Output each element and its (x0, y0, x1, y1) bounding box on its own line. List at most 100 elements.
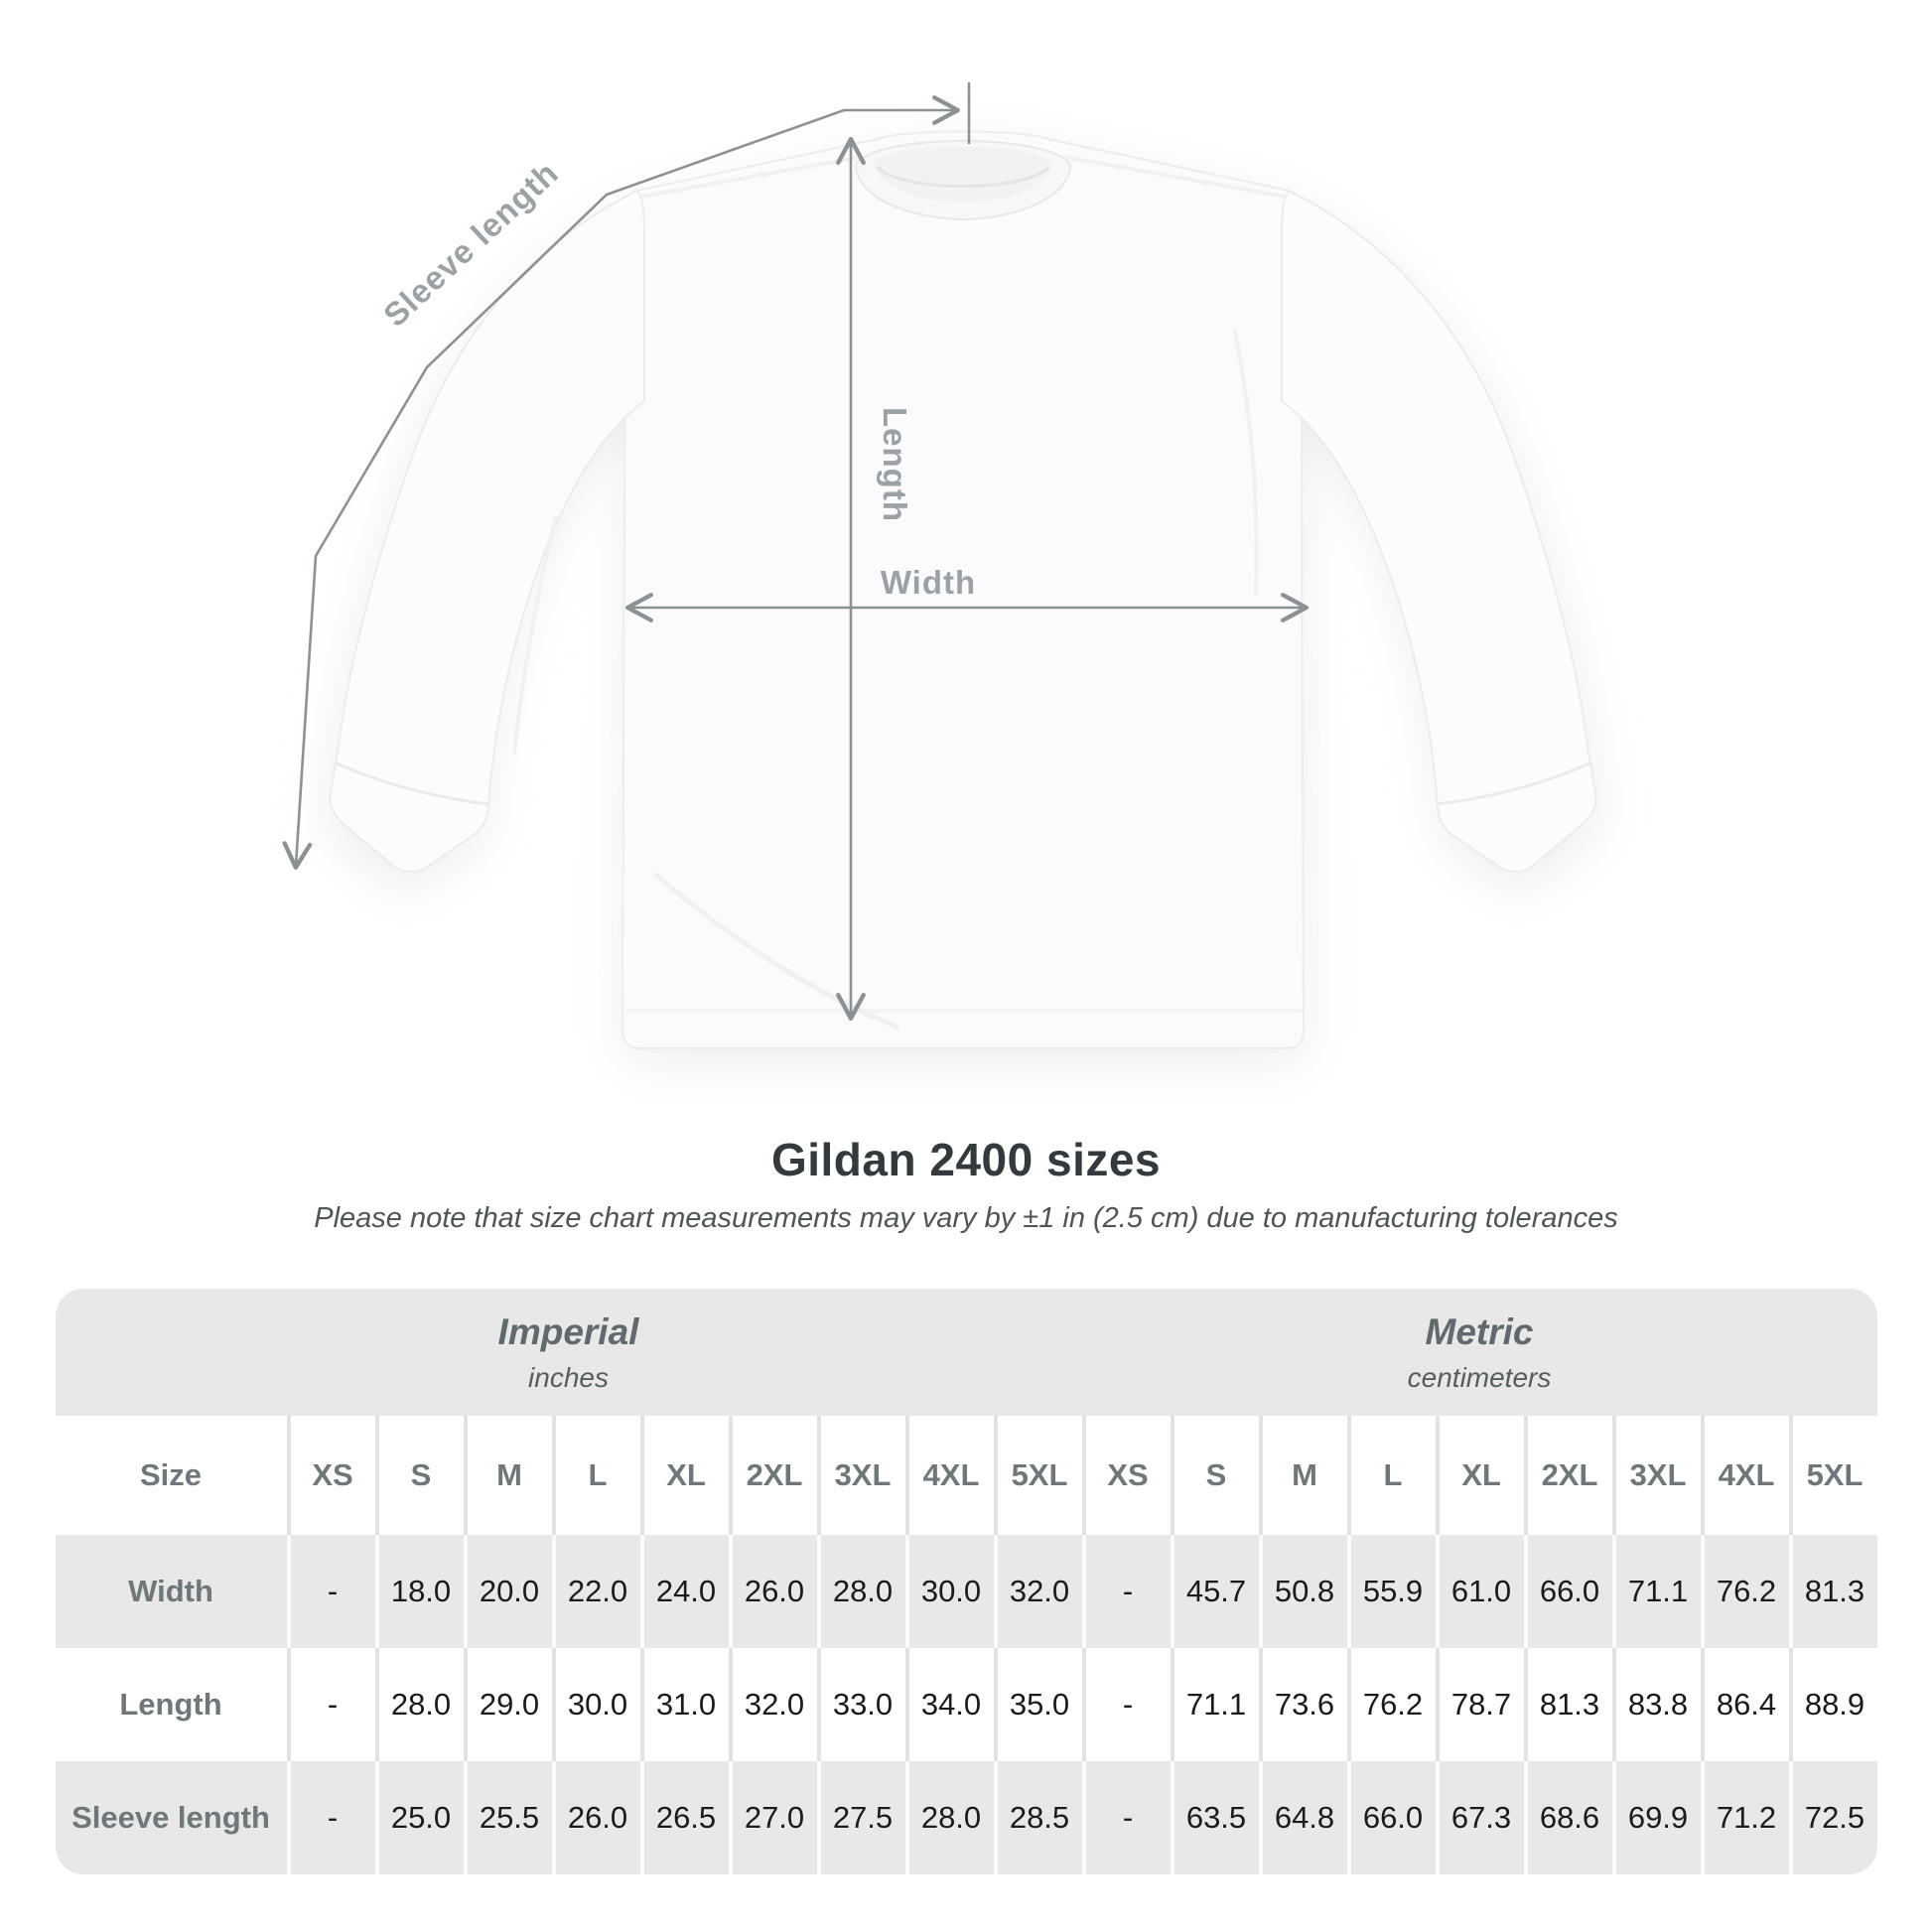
measure-row-width: Width -18.0 20.0 22.0 24.0 26.0 28.0 30.0 32.0-4… (55, 1535, 1877, 1648)
size-col-metric-3xl: 3XL (1611, 1416, 1701, 1535)
size-col-metric-2xl: 2XL (1523, 1416, 1612, 1535)
unit-band-row: Imperial inches Metric centimeters (55, 1289, 1877, 1416)
size-col-imperial-s: S (374, 1416, 464, 1535)
size-col-imperial-xl: XL (639, 1416, 729, 1535)
width-label: Width (881, 564, 976, 601)
value-cell: - (1081, 1648, 1171, 1761)
value-cell: 83.8 (1611, 1648, 1701, 1761)
size-col-metric-m: M (1258, 1416, 1347, 1535)
size-col-imperial-3xl: 3XL (816, 1416, 905, 1535)
value-cell: 24.0 (639, 1535, 729, 1648)
value-cell: 73.6 (1258, 1648, 1347, 1761)
imperial-band: Imperial inches (55, 1289, 1082, 1416)
metric-unit-label: centimeters (1407, 1361, 1552, 1393)
value-cell: 71.1 (1611, 1535, 1701, 1648)
value-cell: 33.0 (816, 1648, 905, 1761)
value-cell: 27.5 (816, 1761, 905, 1874)
heading-block: Gildan 2400 sizes Please note that size … (0, 1133, 1932, 1235)
row-label-sleeve-length: Sleeve length (55, 1761, 287, 1874)
size-col-metric-4xl: 4XL (1700, 1416, 1789, 1535)
value-cell: 67.3 (1435, 1761, 1524, 1874)
value-cell: 32.0 (993, 1535, 1082, 1648)
value-cell: 76.2 (1346, 1648, 1436, 1761)
value-cell: 26.0 (551, 1761, 640, 1874)
sleeve-length-arrow (282, 95, 961, 871)
value-cell: 35.0 (993, 1648, 1082, 1761)
tolerance-note: Please note that size chart measurements… (314, 1202, 1618, 1234)
size-col-imperial-4xl: 4XL (904, 1416, 994, 1535)
value-cell: 55.9 (1346, 1535, 1436, 1648)
value-cell: 25.0 (374, 1761, 464, 1874)
length-label: Length (877, 407, 913, 522)
measure-row-sleeve-length: Sleeve length -25.0 25.5 26.0 26.5 27.0 27.5 28… (55, 1761, 1877, 1874)
size-col-imperial-m: M (463, 1416, 552, 1535)
size-header-row: Size XS S M L XL 2XL 3XL 4XL 5XL XS S M L XL 2XL 3XL 4XL 5… (55, 1416, 1877, 1535)
size-header-cell: Size (55, 1416, 287, 1535)
size-col-metric-5xl: 5XL (1788, 1416, 1877, 1535)
value-cell: 26.0 (728, 1535, 817, 1648)
value-cell: 28.5 (993, 1761, 1082, 1874)
value-cell: 86.4 (1700, 1648, 1789, 1761)
right-cuff-seam (1437, 760, 1592, 806)
size-col-imperial-2xl: 2XL (728, 1416, 817, 1535)
value-cell: 28.0 (904, 1761, 994, 1874)
value-cell: 71.2 (1700, 1761, 1789, 1874)
value-cell: 72.5 (1788, 1761, 1877, 1874)
value-cell: 28.0 (374, 1648, 464, 1761)
value-cell: 31.0 (639, 1648, 729, 1761)
value-cell: 45.7 (1170, 1535, 1259, 1648)
size-col-imperial-l: L (551, 1416, 640, 1535)
size-table-grid: Imperial inches Metric centimeters Size X… (55, 1289, 1877, 1874)
size-col-metric-xs: XS (1081, 1416, 1171, 1535)
page-title: Gildan 2400 sizes (770, 1134, 1162, 1185)
value-cell: 61.0 (1435, 1535, 1524, 1648)
value-cell: 30.0 (551, 1648, 640, 1761)
value-cell: 32.0 (728, 1648, 817, 1761)
value-cell: 30.0 (904, 1535, 994, 1648)
imperial-label: Imperial (497, 1311, 639, 1352)
measure-row-length: Length -28.0 29.0 30.0 31.0 32.0 33.0 34.0 35.0-… (55, 1648, 1877, 1761)
metric-band: Metric centimeters (1081, 1289, 1877, 1416)
value-cell: 25.5 (463, 1761, 552, 1874)
value-cell: 81.3 (1788, 1535, 1877, 1648)
value-cell: 78.7 (1435, 1648, 1524, 1761)
shirt-left-sleeve (329, 189, 645, 874)
size-table: Imperial inches Metric centimeters Size X… (55, 1289, 1877, 1874)
value-cell: 27.0 (728, 1761, 817, 1874)
value-cell: 22.0 (551, 1535, 640, 1648)
value-cell: 64.8 (1258, 1761, 1347, 1874)
measurement-annotations (282, 81, 1310, 1022)
value-cell: 34.0 (904, 1648, 994, 1761)
metric-label: Metric (1425, 1311, 1534, 1352)
value-cell: 20.0 (463, 1535, 552, 1648)
value-cell: 63.5 (1170, 1761, 1259, 1874)
size-col-metric-l: L (1346, 1416, 1436, 1535)
size-table-rows: Imperial inches Metric centimeters Size X… (55, 1289, 1877, 1874)
value-cell: - (286, 1648, 375, 1761)
row-label-width: Width (55, 1535, 287, 1648)
size-col-imperial-xs: XS (286, 1416, 375, 1535)
size-col-metric-s: S (1170, 1416, 1259, 1535)
value-cell: 66.0 (1523, 1535, 1612, 1648)
shirt-figure: Sleeve length Length Width (282, 81, 1600, 1062)
value-cell: 69.9 (1611, 1761, 1701, 1874)
value-cell: 28.0 (816, 1535, 905, 1648)
size-col-imperial-5xl: 5XL (993, 1416, 1082, 1535)
value-cell: 71.1 (1170, 1648, 1259, 1761)
value-cell: 29.0 (463, 1648, 552, 1761)
imperial-unit-label: inches (528, 1361, 609, 1393)
value-cell: - (1081, 1761, 1171, 1874)
value-cell: 81.3 (1523, 1648, 1612, 1761)
value-cell: 68.6 (1523, 1761, 1612, 1874)
value-cell: 88.9 (1788, 1648, 1877, 1761)
shirt-right-sleeve (1281, 189, 1597, 874)
value-cell: 50.8 (1258, 1535, 1347, 1648)
value-cell: 26.5 (639, 1761, 729, 1874)
value-cell: 18.0 (374, 1535, 464, 1648)
value-cell: - (286, 1535, 375, 1648)
size-col-metric-xl: XL (1435, 1416, 1524, 1535)
value-cell: 66.0 (1346, 1761, 1436, 1874)
row-label-length: Length (55, 1648, 287, 1761)
value-cell: 76.2 (1700, 1535, 1789, 1648)
